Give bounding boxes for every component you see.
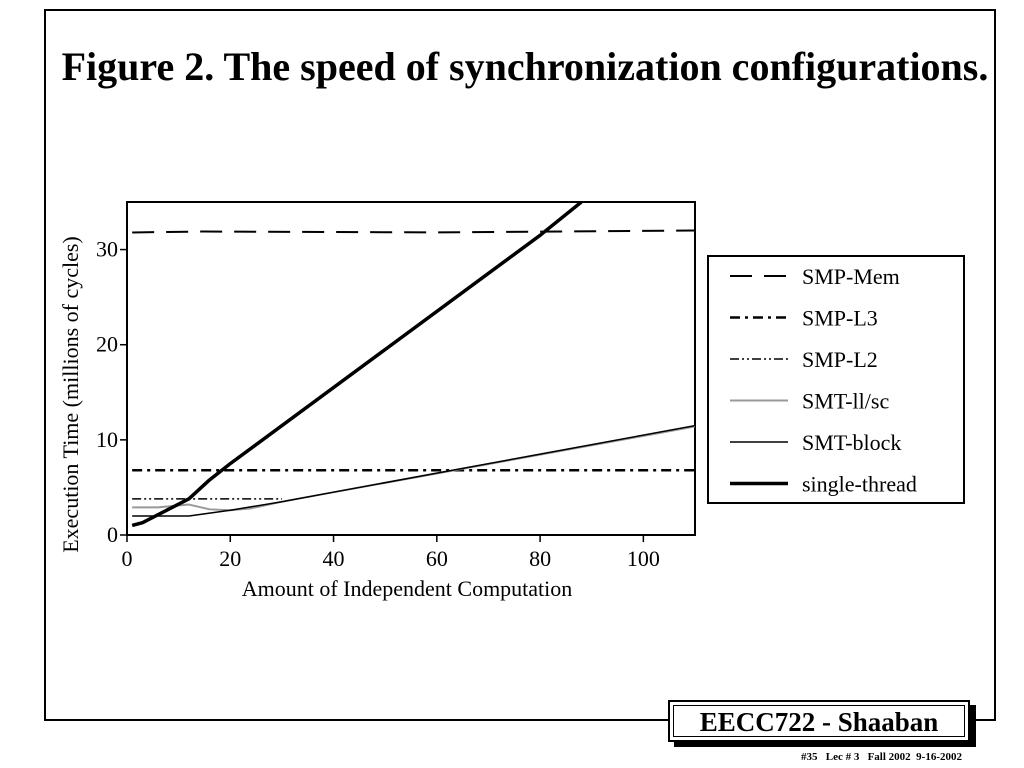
plot-area: [126, 201, 696, 536]
x-tick-label: 0: [122, 546, 133, 571]
slide-frame: [44, 9, 996, 721]
slide-title: Figure 2. The speed of synchronization c…: [61, 44, 989, 89]
legend-label-smp-mem: SMP-Mem: [802, 264, 900, 289]
series-line-smt-block: [132, 424, 695, 517]
legend: [707, 255, 965, 504]
y-tick-label: 0: [107, 522, 118, 547]
x-axis-label: Amount of Independent Computation: [242, 576, 573, 601]
slide-footer-info: #35 Lec # 3 Fall 2002 9-16-2002: [800, 751, 962, 763]
course-badge: EECC722 - Shaaban: [668, 700, 970, 742]
y-axis-label: Execution Time (millions of cycles): [58, 236, 83, 553]
x-tick-label: 60: [426, 546, 448, 571]
y-tick-label: 30: [96, 237, 118, 262]
legend-label-smp-l2: SMP-L2: [802, 347, 878, 372]
series-line-single-thread: [131, 202, 583, 528]
x-tick-label: 80: [529, 546, 551, 571]
course-badge-label: EECC722 - Shaaban: [699, 707, 939, 737]
legend-label-smt-ll-sc: SMT-ll/sc: [802, 389, 889, 414]
y-tick-label: 20: [96, 332, 118, 357]
legend-label-smp-l3: SMP-L3: [802, 306, 878, 331]
x-tick-label: 20: [219, 546, 241, 571]
series-line-smp-mem: [132, 229, 695, 234]
series-line-smt-ll-sc: [132, 425, 695, 512]
legend-label-single-thread: single-thread: [802, 472, 917, 497]
x-tick-label: 40: [323, 546, 345, 571]
legend-label-smt-block: SMT-block: [802, 430, 901, 455]
x-tick-label: 100: [627, 546, 660, 571]
y-tick-label: 10: [96, 427, 118, 452]
